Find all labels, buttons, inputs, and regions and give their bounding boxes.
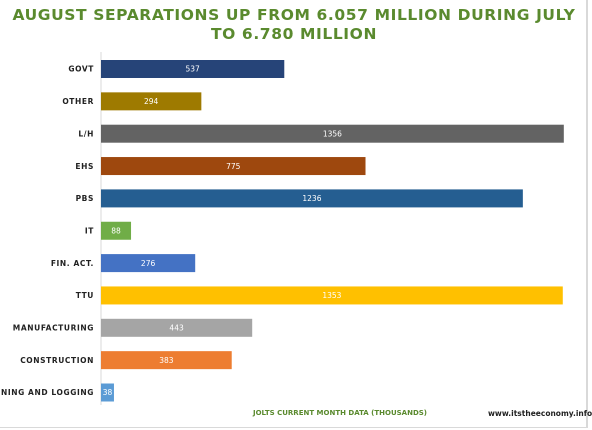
category-label: TTU bbox=[76, 291, 94, 300]
value-label: 1356 bbox=[323, 129, 342, 138]
bar-manufacturing bbox=[101, 318, 253, 337]
chart-title: AUGUST SEPARATIONS UP FROM 6.057 MILLION… bbox=[12, 6, 576, 43]
x-axis-label: JOLTS CURRENT MONTH DATA (THOUSANDS) bbox=[252, 409, 427, 417]
value-label: 1236 bbox=[302, 194, 321, 203]
bar-it bbox=[101, 221, 132, 240]
bar-other bbox=[101, 92, 202, 111]
category-label: EHS bbox=[75, 162, 94, 171]
category-label: PBS bbox=[76, 194, 94, 203]
category-label: OTHER bbox=[62, 97, 94, 106]
value-label: 443 bbox=[169, 324, 184, 333]
value-label: 38 bbox=[103, 388, 113, 397]
bar-pbs bbox=[101, 189, 523, 208]
value-label: 1353 bbox=[322, 291, 341, 300]
category-label: MANUFACTURING bbox=[13, 324, 94, 333]
category-labels: GOVT OTHER L/H EHS PBS IT FIN. ACT. TTU MANUFACT… bbox=[0, 65, 94, 398]
bar-govt bbox=[101, 60, 285, 78]
category-label: L/H bbox=[78, 129, 94, 138]
value-label: 294 bbox=[144, 97, 159, 106]
bar-mining-and-logging bbox=[101, 383, 114, 402]
source-label: www.itstheeconomy.info bbox=[488, 409, 592, 418]
category-label: CONSTRUCTION bbox=[20, 356, 94, 365]
value-label: 383 bbox=[159, 356, 174, 365]
value-label: 88 bbox=[111, 226, 121, 235]
category-label: IT bbox=[85, 226, 94, 235]
category-label: GOVT bbox=[68, 65, 94, 74]
value-label: 537 bbox=[185, 65, 200, 74]
value-label: 276 bbox=[141, 259, 156, 268]
bar-fin-act bbox=[101, 254, 196, 273]
category-label: FIN. ACT. bbox=[51, 259, 94, 268]
bar-ttu bbox=[101, 286, 563, 305]
bar-construction bbox=[101, 351, 232, 370]
bars bbox=[101, 60, 564, 402]
category-label: MINING AND LOGGING bbox=[0, 388, 94, 397]
bar-ehs bbox=[101, 157, 366, 176]
value-labels: 537 294 1356 775 1236 88 276 1353 443 383 38 bbox=[103, 65, 342, 398]
bar-l-h bbox=[101, 124, 564, 143]
value-label: 775 bbox=[226, 162, 241, 171]
